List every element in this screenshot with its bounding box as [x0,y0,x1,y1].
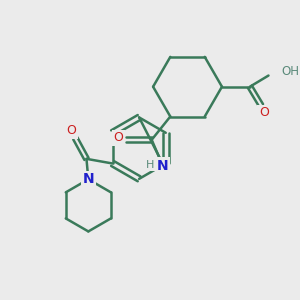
Text: O: O [113,131,123,144]
Text: H: H [146,160,154,170]
Text: OH: OH [281,65,299,78]
Text: N: N [82,172,94,186]
Text: N: N [157,159,169,173]
Text: O: O [67,124,76,137]
Text: O: O [259,106,269,119]
